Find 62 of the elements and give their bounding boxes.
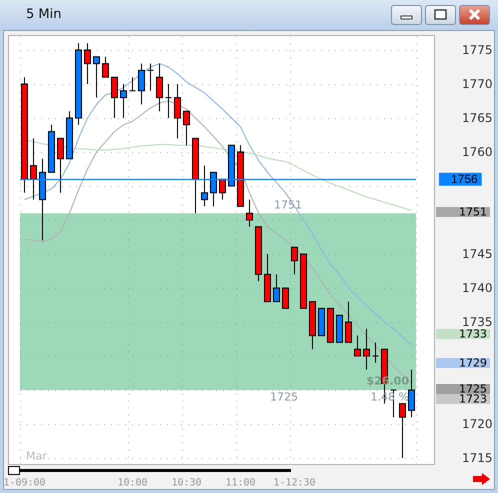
candlestick [273,274,280,302]
ref-line-label: 1756 [451,172,478,186]
candlestick [21,76,28,194]
annotation: Mar [26,450,48,462]
candlestick [372,342,379,364]
candlestick [282,288,289,309]
candlestick [327,308,334,343]
text: 1733 [459,328,487,340]
line-series [24,63,412,346]
candlestick [183,110,190,146]
candlestick [129,76,136,92]
candlestick [408,369,415,418]
text: 1725 [459,382,487,396]
candlestick [264,254,271,302]
text: 1729 [459,356,487,370]
candlestick [120,84,127,118]
y-tick-label: 1760 [462,145,493,159]
candlestick [174,84,181,139]
y-tick-label: 1765 [462,111,493,125]
candlestick [156,63,163,112]
candlestick [399,403,406,458]
candlestick [237,144,244,207]
y-tick-label: 1715 [462,451,493,465]
text: 1751 [459,206,487,218]
candlestick [354,335,361,356]
candlestick [57,138,64,194]
x-tick-label: 10:30 [171,477,202,488]
x-tick-label: 10:00 [117,477,148,488]
y-tick-label: 1745 [462,247,493,261]
y-tick-label: 1775 [462,43,493,57]
candlestick [147,63,154,92]
candlestick [192,138,199,214]
candlestick [165,84,172,118]
y-tick-label: 1770 [462,77,493,91]
candlestick [219,178,226,200]
y-tick-label: 1735 [462,315,493,329]
candlestick [291,246,298,275]
x-tick-label: 1-12:30 [273,477,316,488]
candlestick [138,63,145,105]
candlestick [318,308,325,336]
annotation: 1725 [270,390,298,404]
candlestick [300,254,307,309]
candlestick [93,56,100,98]
candlestick [336,314,343,343]
candlestick [84,42,91,84]
candlestick [255,226,262,282]
y-tick-label: 1740 [462,281,493,295]
candlestick [48,124,55,173]
candlestick [111,76,118,118]
candlestick [66,110,73,160]
x-tick-label: 1-09:00 [3,477,46,488]
chart-title: 5 Min [26,7,62,22]
candlestick [309,301,316,350]
text: 1723 [459,392,487,406]
y-tick-label: 1720 [462,417,493,431]
candlestick [102,56,109,78]
candlestick [30,138,37,200]
candlestick [345,301,352,343]
candlestick [75,42,82,126]
x-tick-label: 11:00 [225,477,256,488]
candlestick [246,199,253,228]
candlestick [363,328,370,370]
